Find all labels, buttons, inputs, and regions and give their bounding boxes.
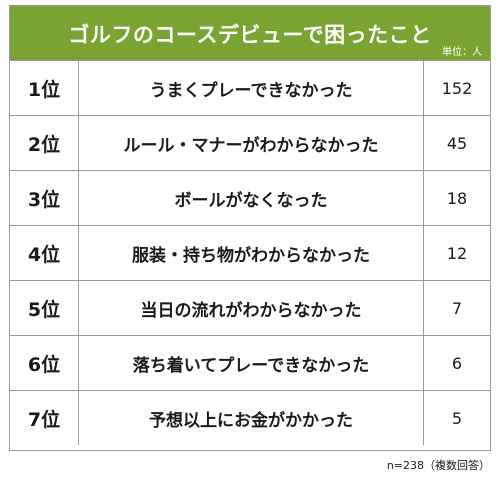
- table-row: 6位 落ち着いてプレーできなかった 6: [10, 335, 490, 390]
- table-row: 5位 当日の流れがわからなかった 7: [10, 280, 490, 335]
- item-cell: うまくプレーできなかった: [79, 61, 424, 115]
- table-row: 4位 服装・持ち物がわからなかった 12: [10, 225, 490, 280]
- table-header: ゴルフのコースデビューで困ったこと 単位：人: [10, 6, 490, 60]
- item-cell: ルール・マナーがわからなかった: [79, 116, 424, 170]
- value-cell: 7: [451, 298, 463, 318]
- value-cell: 45: [446, 133, 468, 153]
- table-row: 7位 予想以上にお金がかかった 5: [10, 390, 490, 445]
- value-cell: 18: [446, 188, 468, 208]
- value-cell: 152: [441, 78, 473, 98]
- sample-note: n=238（複数回答）: [386, 459, 490, 472]
- table-row: 2位 ルール・マナーがわからなかった 45: [10, 115, 490, 170]
- rank-cell: 6位: [10, 336, 79, 390]
- item-cell: 予想以上にお金がかかった: [79, 391, 424, 445]
- value-cell: 12: [446, 243, 468, 263]
- item-cell: ボールがなくなった: [79, 171, 424, 225]
- item-cell: 落ち着いてプレーできなかった: [79, 336, 424, 390]
- item-cell: 当日の流れがわからなかった: [79, 281, 424, 335]
- ranking-table: ゴルフのコースデビューで困ったこと 単位：人 1位 うまくプレーできなかった 152…: [9, 5, 491, 451]
- rank-cell: 5位: [10, 281, 79, 335]
- value-cell: 5: [451, 408, 463, 428]
- value-cell: 6: [451, 353, 463, 373]
- rank-cell: 4位: [10, 226, 79, 280]
- unit-label: 単位：人: [442, 47, 482, 58]
- rank-cell: 3位: [10, 171, 79, 225]
- rank-cell: 2位: [10, 116, 79, 170]
- item-cell: 服装・持ち物がわからなかった: [79, 226, 424, 280]
- table-title: ゴルフのコースデビューで困ったこと: [68, 23, 432, 47]
- table-row: 3位 ボールがなくなった 18: [10, 170, 490, 225]
- rank-cell: 7位: [10, 391, 79, 445]
- table-row: 1位 うまくプレーできなかった 152: [10, 60, 490, 115]
- rank-cell: 1位: [10, 61, 79, 115]
